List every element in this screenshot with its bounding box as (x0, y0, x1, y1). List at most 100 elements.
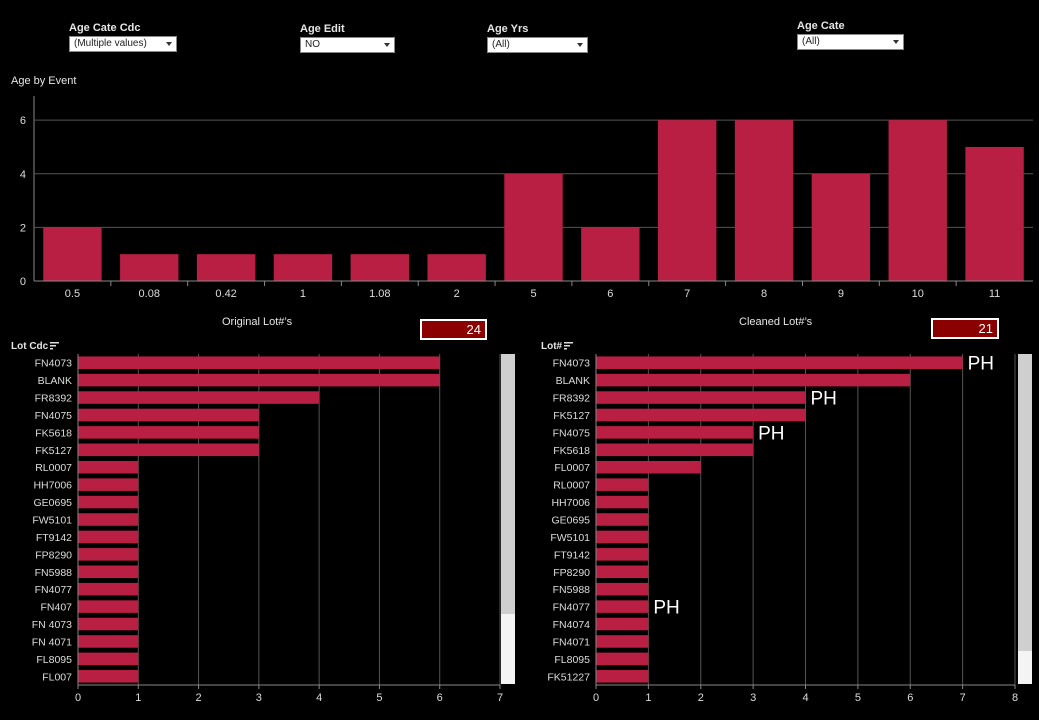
chevron-down-icon (577, 43, 583, 47)
bar-FT9142 (78, 530, 139, 544)
x-tick-label: 0.5 (65, 288, 80, 300)
bar-FN407 (78, 600, 139, 613)
bar-FL0007 (596, 460, 701, 474)
filter-age-edit: Age Edit NO (300, 23, 395, 53)
bar-FN4075 (78, 408, 259, 422)
x-tick-label: 1 (645, 692, 651, 704)
category-label: FK5127 (553, 410, 590, 422)
category-label: FK5618 (553, 445, 590, 457)
bar-HH7006 (596, 495, 649, 509)
category-label: FL007 (42, 671, 72, 683)
category-label: FN4075 (35, 410, 73, 422)
x-tick-label: 2 (454, 288, 460, 300)
bar-HH7006 (78, 478, 139, 491)
category-label: HH7006 (33, 480, 72, 492)
filter-age-yrs: Age Yrs (All) (487, 23, 588, 53)
x-tick-label: 4 (316, 692, 322, 704)
category-label: FN4071 (553, 636, 591, 648)
y-tick-label: 6 (20, 115, 26, 127)
category-label: RL0007 (35, 462, 72, 474)
bar-FK5127 (78, 443, 259, 457)
x-tick-label: 8 (761, 288, 767, 300)
ph-annotation: PH (653, 598, 679, 619)
bar-2 (427, 254, 486, 281)
category-label: FN4075 (553, 427, 591, 439)
left-axis-header: Lot Cdc (11, 341, 60, 352)
category-label: FR8392 (35, 393, 73, 405)
bar-FW5101 (78, 513, 139, 526)
bar-BLANK (596, 373, 911, 387)
category-label: FW5101 (550, 532, 590, 544)
category-label: HH7006 (551, 497, 590, 509)
x-tick-label: 5 (530, 288, 536, 300)
category-label: FW5101 (32, 515, 72, 527)
x-tick-label: 0.42 (215, 288, 236, 300)
left-panel-title: Original Lot#’s (222, 316, 293, 328)
category-label: FL0007 (554, 462, 590, 474)
sort-icon[interactable] (564, 342, 574, 350)
ph-annotation: PH (968, 354, 994, 375)
bar-1.08 (350, 254, 410, 281)
left-scrollbar-track[interactable] (501, 354, 515, 684)
y-tick-label: 4 (20, 169, 26, 181)
bar-0.08 (120, 254, 179, 281)
filter-label: Age Edit (300, 23, 345, 35)
filter-age-cate-cdc: Age Cate Cdc (Multiple values) (69, 22, 177, 52)
bar-FN4077 (78, 582, 139, 596)
filter-age-cate: Age Cate (All) (797, 20, 904, 50)
age-cate-dropdown[interactable]: (All) (797, 34, 904, 50)
age-edit-dropdown[interactable]: NO (300, 37, 395, 53)
category-label: FN5988 (553, 584, 591, 596)
bar-FK51227 (596, 670, 649, 683)
category-label: FN 4071 (32, 636, 72, 648)
category-label: FN407 (40, 602, 72, 614)
x-tick-label: 2 (196, 692, 202, 704)
filter-label: Age Cate Cdc (69, 22, 141, 34)
category-label: FK51227 (547, 671, 590, 683)
bar-RL0007 (596, 478, 649, 491)
ph-annotation: PH (758, 423, 784, 444)
chevron-down-icon (384, 43, 390, 47)
category-label: FP8290 (35, 549, 72, 561)
dropdown-value: (All) (802, 36, 820, 47)
bar-FN4073 (78, 356, 440, 369)
bar-6 (581, 227, 640, 281)
bar-FN5988 (78, 565, 139, 579)
bar-FL007 (78, 670, 139, 683)
cleaned-count-value: 21 (978, 321, 993, 336)
x-tick-label: 8 (1012, 692, 1018, 704)
bar-7 (657, 120, 717, 281)
age-cate-cdc-dropdown[interactable]: (Multiple values) (69, 36, 177, 52)
bar-0.5 (43, 227, 102, 281)
x-tick-label: 6 (907, 692, 913, 704)
sort-icon[interactable] (50, 342, 60, 350)
dropdown-value: (All) (492, 39, 510, 50)
left-axis-label: Lot Cdc (11, 341, 49, 352)
x-tick-label: 7 (497, 692, 503, 704)
bar-10 (888, 120, 947, 281)
bar-11 (965, 146, 1024, 281)
bar-FN 4071 (78, 635, 139, 648)
left-scrollbar-thumb[interactable] (501, 614, 515, 684)
category-label: FT9142 (554, 549, 590, 561)
original-count-value: 24 (466, 322, 481, 337)
right-scrollbar-track[interactable] (1018, 354, 1032, 684)
category-label: FN4074 (553, 619, 591, 631)
top-chart-title: Age by Event (11, 75, 77, 87)
right-scrollbar-thumb[interactable] (1018, 651, 1032, 684)
category-label: FN5988 (35, 567, 73, 579)
category-label: FK5618 (35, 427, 72, 439)
bar-FW5101 (596, 530, 649, 544)
x-tick-label: 6 (437, 692, 443, 704)
x-tick-label: 6 (607, 288, 613, 300)
cleaned-count-badge: 21 (931, 318, 999, 339)
category-label: FK5127 (35, 445, 72, 457)
category-label: GE0695 (551, 515, 590, 527)
bar-FN4071 (596, 635, 649, 648)
filter-label: Age Cate (797, 20, 845, 32)
right-axis-label: Lot# (541, 341, 563, 352)
age-yrs-dropdown[interactable]: (All) (487, 37, 588, 53)
category-label: FN 4073 (32, 619, 72, 631)
category-label: FN4077 (553, 602, 591, 614)
